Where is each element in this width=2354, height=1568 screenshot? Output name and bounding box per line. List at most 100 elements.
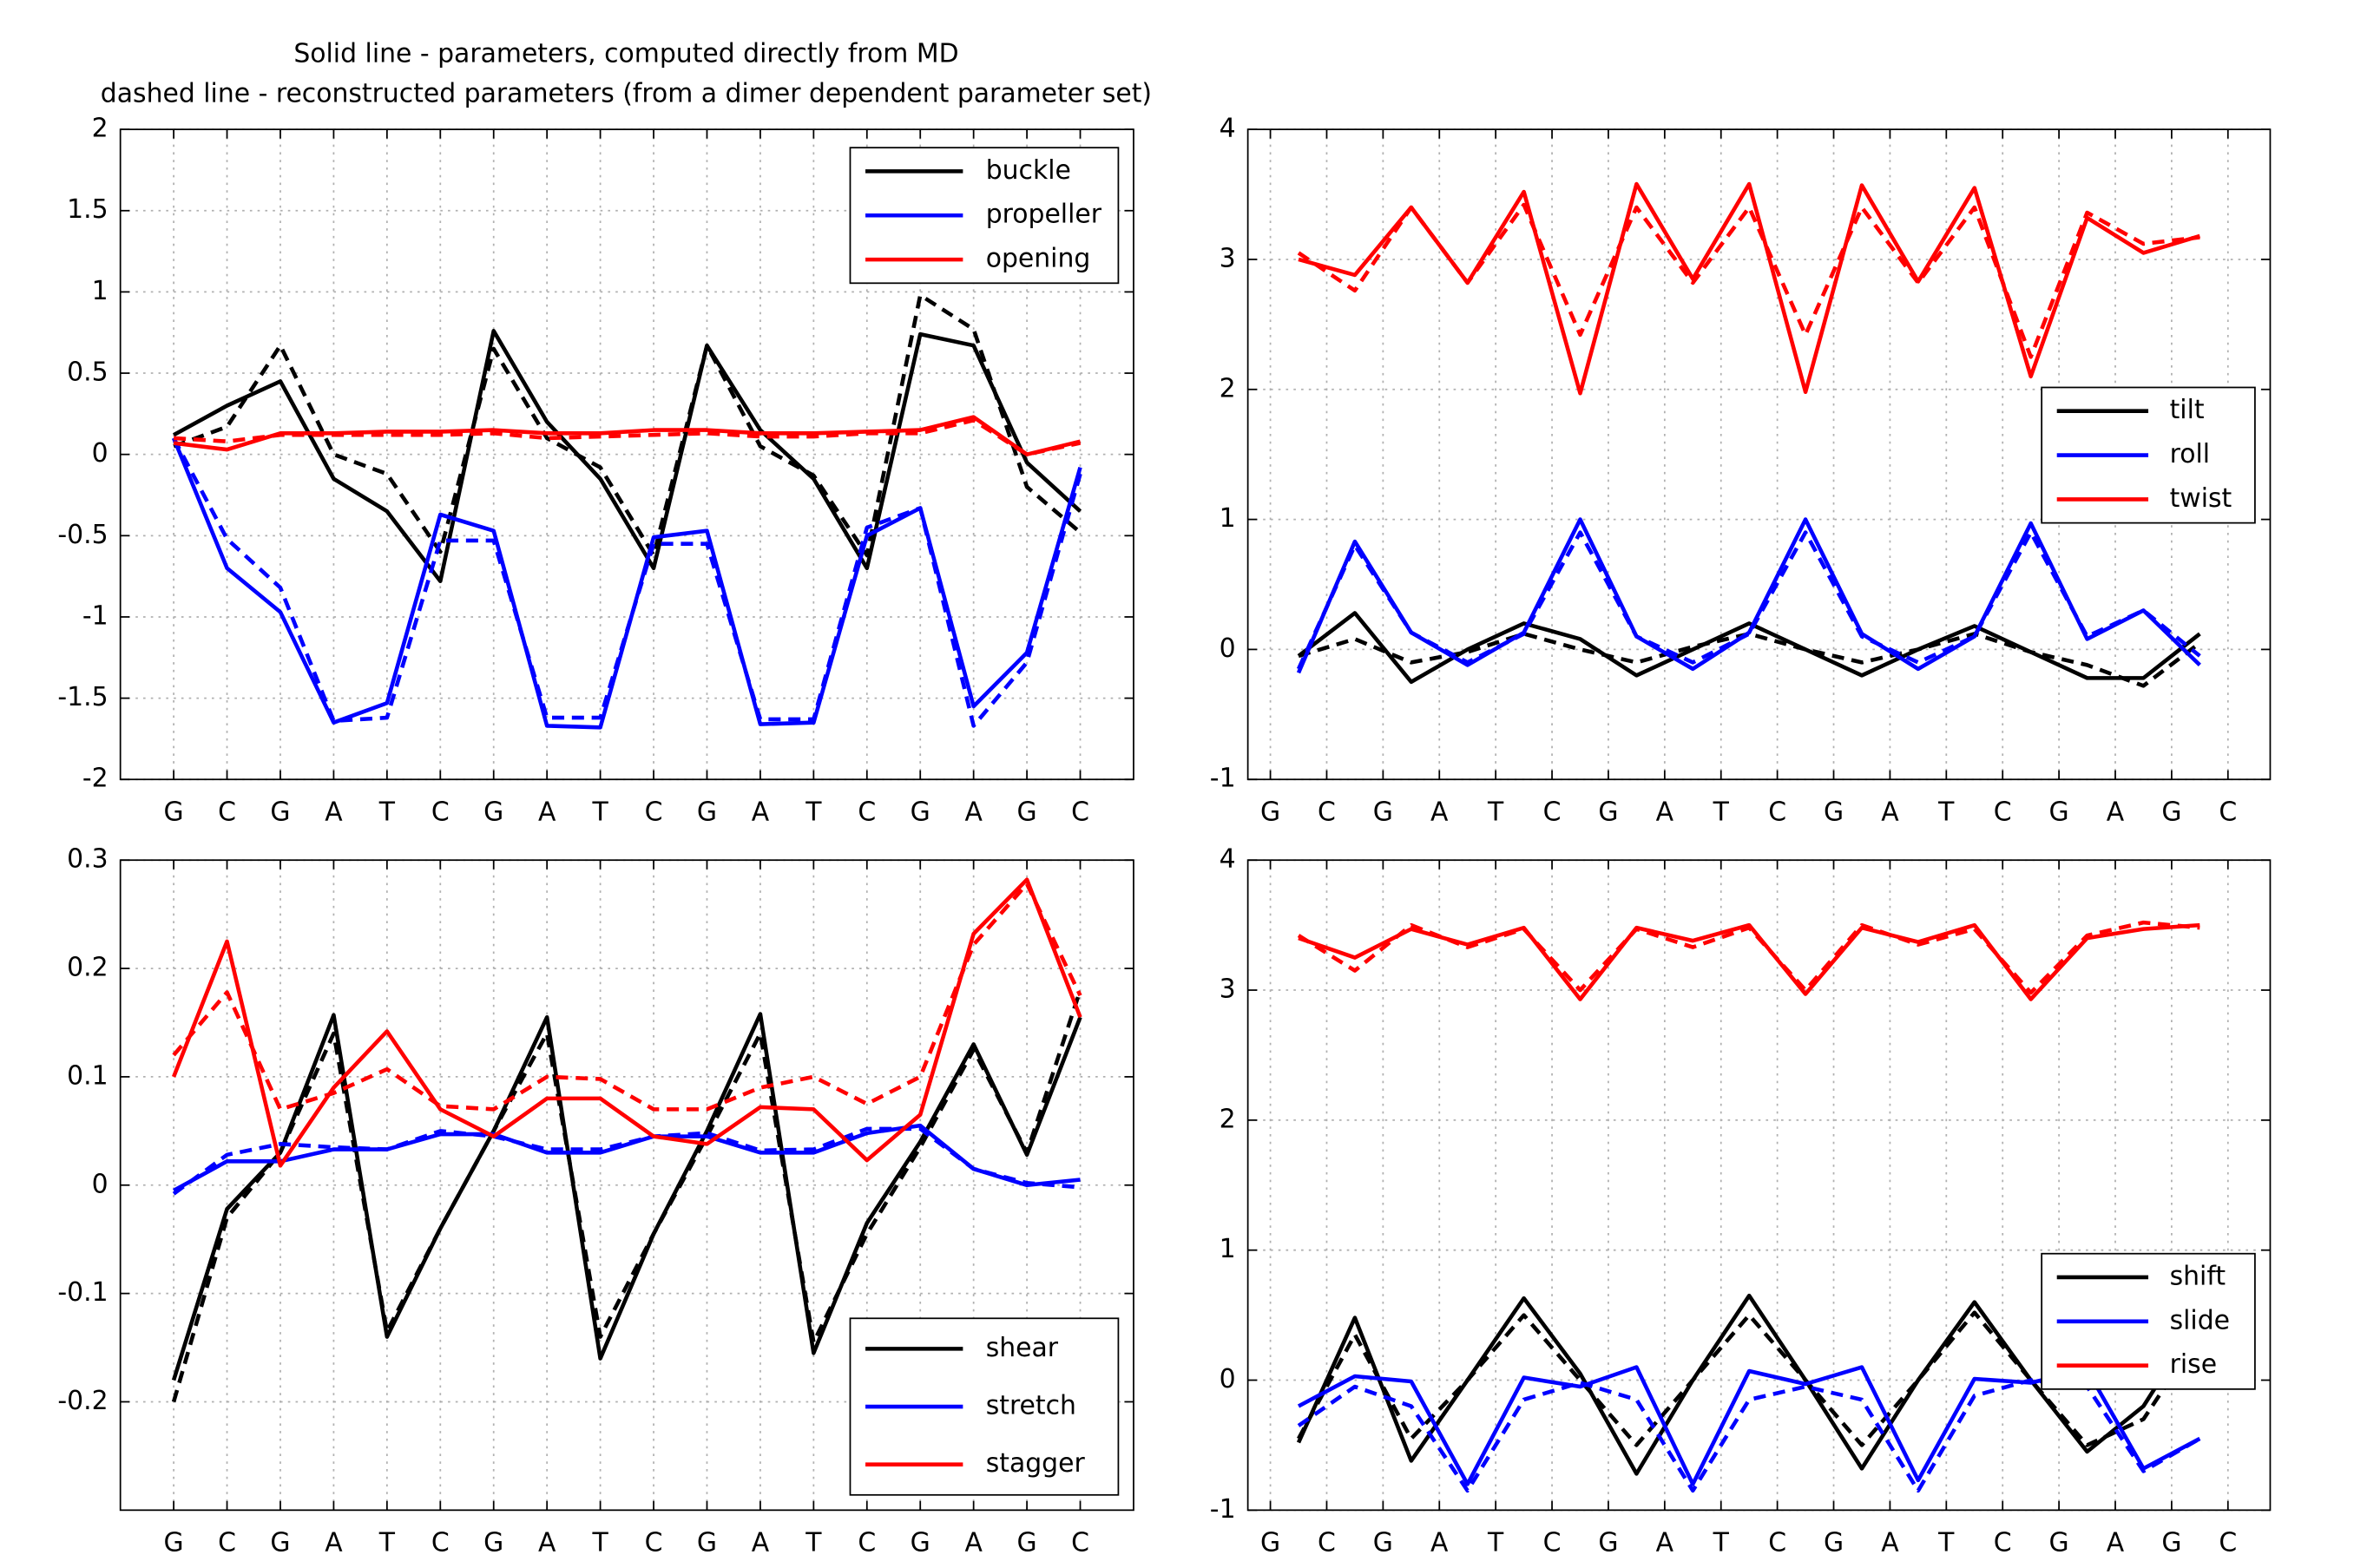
y-tick-label: 0.1 [67,1060,108,1091]
x-tick-label: A [1656,797,1674,827]
reconstructed-line [1298,632,2201,688]
y-tick-label: -0.2 [57,1386,108,1416]
x-tick-label: C [1071,1527,1089,1558]
legend-label: buckle [986,155,1071,186]
x-tick-label: T [1713,1527,1730,1558]
title-line: Solid line - parameters, computed direct… [293,39,958,69]
reconstructed-line [1297,202,2200,359]
y-tick-label: -0.5 [57,520,108,550]
y-tick-label: -1 [82,600,108,631]
plot-frame [119,128,1134,781]
series-line [173,1123,1081,1193]
y-tick-label: 2 [92,114,108,144]
x-tick-label: C [1994,797,2012,827]
title-line: dashed line - reconstructed parameters (… [101,78,1152,108]
series-line [1298,922,2200,1001]
x-tick-label: T [378,797,396,827]
x-tick-label: A [1430,797,1449,827]
x-tick-label: C [2219,1527,2237,1558]
series-line [1297,611,2201,685]
x-tick-label: A [1656,1527,1674,1558]
y-tick-label: 1.5 [67,194,108,225]
x-tick-label: T [591,797,608,827]
series-line [171,437,1082,730]
x-tick-label: A [538,1527,556,1558]
legend-label: rise [2170,1349,2217,1380]
y-tick-label: 3 [1220,243,1236,273]
y-tick-label: 0 [92,438,108,469]
y-tick-label: 2 [1220,1104,1236,1134]
y-tick-label: 1 [92,276,108,306]
legend-label: slide [2170,1305,2230,1335]
x-tick-label: C [645,797,663,827]
x-tick-label: G [270,797,290,827]
y-tick-label: 1 [1220,503,1236,534]
x-tick-label: T [805,797,822,827]
x-tick-label: C [858,797,876,827]
x-tick-label: A [538,797,556,827]
y-tick-label: -2 [82,764,108,794]
x-tick-label: G [2049,1527,2069,1558]
series-line [1296,517,2201,674]
x-tick-label: C [1543,1527,1562,1558]
x-tick-label: A [2107,1527,2125,1558]
y-tick-label: 1 [1220,1234,1236,1264]
x-tick-label: A [325,1527,343,1558]
series-line [171,1012,1082,1381]
y-tick-label: 0 [1220,633,1236,664]
legend-label: opening [986,244,1091,274]
x-tick-label: A [964,797,983,827]
x-tick-label: C [1318,797,1336,827]
y-tick-label: 2 [1220,373,1236,403]
legend-label: shift [2170,1261,2226,1291]
series-line [1298,181,2200,396]
legend-label: roll [2170,439,2210,469]
series-line [1296,1293,2202,1476]
x-tick-label: C [1071,797,1089,827]
y-tick-label: -1 [1210,764,1236,794]
x-tick-label: G [1373,797,1393,827]
x-tick-label: C [1994,1527,2012,1558]
x-tick-label: A [964,1527,983,1558]
series-line [173,329,1082,584]
reconstructed-line [173,292,1082,558]
x-tick-label: T [1487,797,1504,827]
legend-label: propeller [986,200,1102,230]
legend-label: shear [986,1333,1059,1363]
x-tick-label: G [270,1527,290,1558]
x-tick-label: G [697,797,717,827]
x-tick-label: G [1824,1527,1844,1558]
x-tick-label: G [1373,1527,1393,1558]
x-tick-label: G [2161,797,2181,827]
y-tick-label: 0.5 [67,358,108,388]
x-tick-label: G [164,1527,184,1558]
x-tick-label: G [1260,797,1280,827]
legend-label: tilt [2170,395,2205,425]
y-tick-label: -1 [1210,1494,1236,1525]
x-tick-label: G [1260,1527,1280,1558]
x-tick-label: G [697,1527,717,1558]
y-tick-label: 0 [1220,1364,1236,1394]
x-tick-label: T [1713,797,1730,827]
x-tick-label: G [483,1527,503,1558]
y-tick-label: 0.2 [67,953,108,983]
x-tick-label: A [752,797,770,827]
x-tick-label: G [1017,1527,1037,1558]
x-tick-label: T [805,1527,822,1558]
x-tick-label: A [1430,1527,1449,1558]
x-tick-label: A [1881,797,1899,827]
x-tick-label: C [1768,797,1786,827]
x-tick-label: C [431,1527,450,1558]
x-tick-label: C [218,1527,236,1558]
x-tick-label: G [1598,1527,1618,1558]
y-tick-label: -1.5 [57,682,108,712]
x-tick-label: C [2219,797,2237,827]
x-tick-label: G [164,797,184,827]
reconstructed-line [173,418,1082,456]
x-tick-label: T [378,1527,396,1558]
x-tick-label: T [1937,1527,1955,1558]
legend-label: stagger [986,1448,1086,1479]
x-tick-label: T [1487,1527,1504,1558]
x-tick-label: G [2161,1527,2181,1558]
